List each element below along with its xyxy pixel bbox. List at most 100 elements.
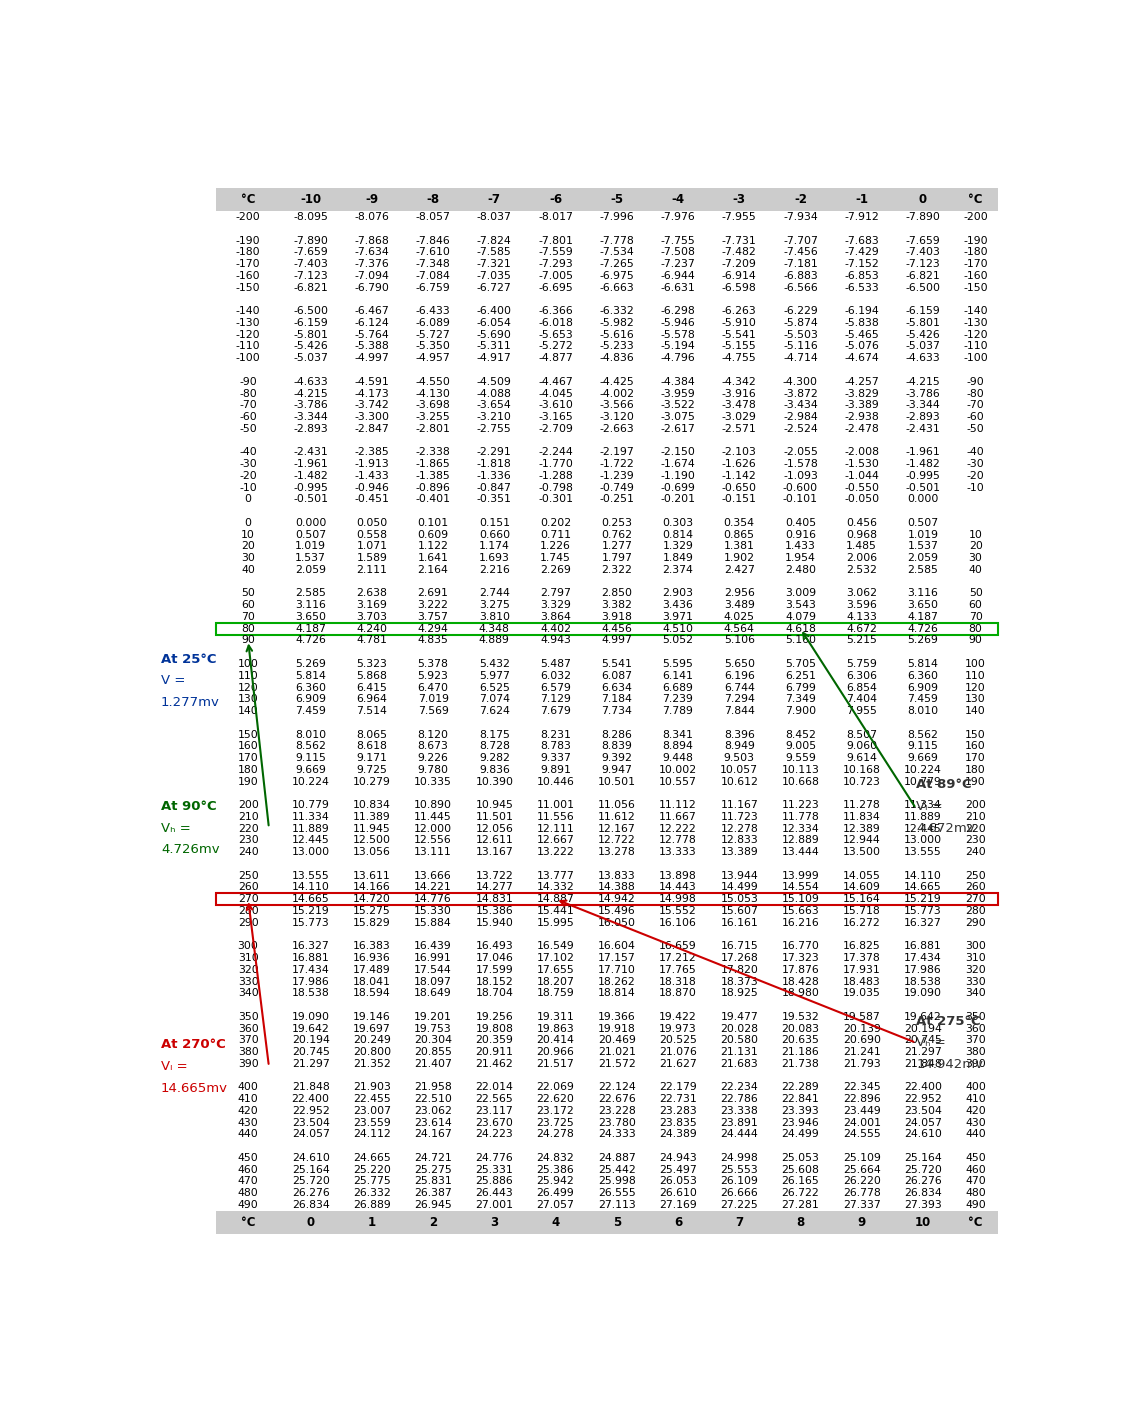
- Text: 24.665: 24.665: [353, 1153, 391, 1163]
- Text: 9.669: 9.669: [296, 765, 326, 774]
- Text: 12.500: 12.500: [352, 835, 391, 845]
- Text: 10.557: 10.557: [659, 777, 697, 787]
- Text: 4.510: 4.510: [663, 624, 693, 634]
- Text: 15.829: 15.829: [353, 918, 391, 928]
- Text: -50: -50: [966, 424, 985, 434]
- Text: 9.448: 9.448: [663, 753, 693, 763]
- Text: -3.344: -3.344: [293, 413, 329, 422]
- Text: 230: 230: [238, 835, 258, 845]
- Text: 1.537: 1.537: [908, 542, 938, 552]
- Text: -6.944: -6.944: [661, 270, 696, 282]
- Text: 20.249: 20.249: [353, 1035, 391, 1045]
- Text: 12.167: 12.167: [598, 824, 636, 834]
- Text: 6: 6: [674, 1215, 682, 1229]
- Text: 8.562: 8.562: [908, 729, 938, 739]
- Text: 18.704: 18.704: [476, 988, 513, 998]
- Text: -7.824: -7.824: [477, 235, 512, 245]
- Text: -6.194: -6.194: [844, 306, 879, 317]
- Text: 6.579: 6.579: [540, 683, 571, 693]
- Text: 150: 150: [238, 729, 258, 739]
- Text: 25.886: 25.886: [476, 1177, 513, 1187]
- Text: 24.223: 24.223: [476, 1129, 513, 1139]
- Text: 16.216: 16.216: [782, 918, 819, 928]
- Text: 22.952: 22.952: [292, 1105, 330, 1117]
- Text: -8.017: -8.017: [538, 213, 573, 222]
- Text: 8.562: 8.562: [296, 742, 326, 752]
- Text: 0.711: 0.711: [540, 529, 571, 539]
- Text: 10.168: 10.168: [843, 765, 880, 774]
- Text: 23.007: 23.007: [352, 1105, 391, 1117]
- Text: 20.635: 20.635: [782, 1035, 819, 1045]
- Text: 10.723: 10.723: [843, 777, 880, 787]
- Text: 22.676: 22.676: [598, 1094, 636, 1104]
- Text: 22.069: 22.069: [537, 1083, 574, 1093]
- Text: 4.187: 4.187: [296, 624, 326, 634]
- Text: -7.996: -7.996: [599, 213, 634, 222]
- Text: 21.848: 21.848: [904, 1059, 942, 1069]
- Text: -2.103: -2.103: [722, 448, 757, 458]
- Text: 15.441: 15.441: [537, 905, 574, 917]
- Text: -6.914: -6.914: [722, 270, 757, 282]
- Text: 14.055: 14.055: [843, 870, 880, 880]
- Text: 1.071: 1.071: [357, 542, 387, 552]
- Text: -3.029: -3.029: [722, 413, 757, 422]
- Text: 5.595: 5.595: [663, 659, 693, 669]
- Text: 6.196: 6.196: [724, 670, 755, 680]
- Text: 19.090: 19.090: [904, 988, 942, 998]
- Text: 11.889: 11.889: [292, 824, 330, 834]
- Text: 25.442: 25.442: [598, 1164, 636, 1174]
- Text: 8.839: 8.839: [602, 742, 632, 752]
- Text: -1: -1: [855, 193, 868, 207]
- Text: 10.390: 10.390: [476, 777, 513, 787]
- Text: -40: -40: [239, 448, 257, 458]
- Text: 170: 170: [238, 753, 258, 763]
- Text: 21.076: 21.076: [659, 1048, 697, 1057]
- Text: -5.426: -5.426: [905, 329, 940, 339]
- Text: 220: 220: [238, 824, 258, 834]
- Text: -100: -100: [963, 353, 988, 363]
- Text: -3.210: -3.210: [477, 413, 512, 422]
- Text: 0.865: 0.865: [724, 529, 755, 539]
- Text: -5.690: -5.690: [477, 329, 512, 339]
- Text: 19.366: 19.366: [598, 1012, 636, 1022]
- Text: -3.389: -3.389: [844, 400, 879, 410]
- Text: 5.323: 5.323: [357, 659, 387, 669]
- Text: 12.778: 12.778: [659, 835, 697, 845]
- Text: 19.201: 19.201: [415, 1012, 452, 1022]
- Text: -5.503: -5.503: [783, 329, 818, 339]
- Text: 10.834: 10.834: [353, 800, 391, 810]
- Text: 7.459: 7.459: [296, 705, 326, 717]
- Text: -3: -3: [733, 193, 746, 207]
- Text: 460: 460: [965, 1164, 986, 1174]
- Text: -7.634: -7.634: [355, 248, 390, 258]
- Text: -6.089: -6.089: [416, 318, 451, 328]
- Text: 21.021: 21.021: [598, 1048, 636, 1057]
- Text: 340: 340: [238, 988, 258, 998]
- Text: -30: -30: [239, 459, 257, 469]
- Text: -7.429: -7.429: [844, 248, 879, 258]
- Text: 24.721: 24.721: [415, 1153, 452, 1163]
- Text: -5.194: -5.194: [661, 342, 696, 352]
- Text: 25.720: 25.720: [291, 1177, 330, 1187]
- Text: -4.633: -4.633: [905, 353, 940, 363]
- Text: 3.543: 3.543: [785, 600, 816, 610]
- Text: 1.277: 1.277: [602, 542, 632, 552]
- Text: 24.499: 24.499: [782, 1129, 819, 1139]
- Text: 19.753: 19.753: [415, 1024, 452, 1033]
- Text: -1.044: -1.044: [844, 470, 879, 482]
- Text: At 270°C: At 270°C: [161, 1039, 225, 1052]
- Text: 330: 330: [238, 977, 258, 987]
- Text: -110: -110: [963, 342, 988, 352]
- Text: At 25°C: At 25°C: [161, 652, 216, 666]
- Text: -200: -200: [963, 213, 988, 222]
- Text: 9.115: 9.115: [908, 742, 938, 752]
- Text: 13.777: 13.777: [537, 870, 574, 880]
- Text: -7.955: -7.955: [722, 213, 757, 222]
- Text: -4.917: -4.917: [477, 353, 512, 363]
- Text: -120: -120: [236, 329, 261, 339]
- Text: 18.373: 18.373: [721, 977, 758, 987]
- Text: 24.389: 24.389: [659, 1129, 697, 1139]
- Text: -2.663: -2.663: [599, 424, 634, 434]
- Text: 4.997: 4.997: [602, 635, 632, 645]
- Text: 7.514: 7.514: [357, 705, 387, 717]
